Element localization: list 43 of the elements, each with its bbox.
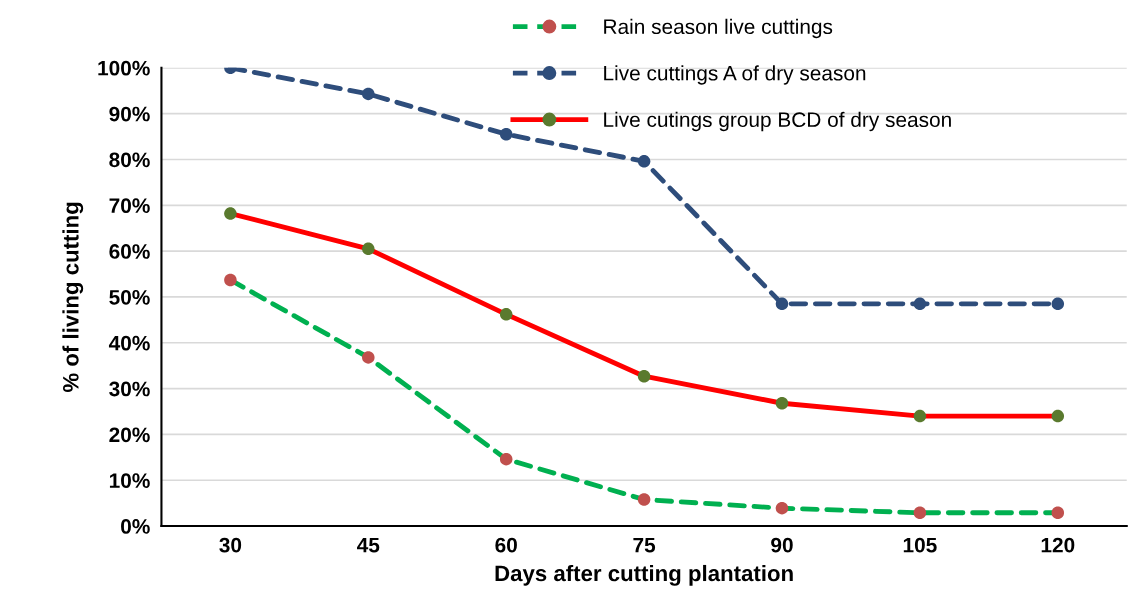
point [1051, 409, 1065, 423]
point [224, 207, 237, 220]
point [637, 493, 651, 506]
point [775, 501, 789, 515]
y-axis-title: % of living cutting [62, 202, 84, 393]
x-tick-label: 30 [219, 537, 242, 553]
x-tick-label: 75 [633, 537, 656, 553]
x-tick-label: 90 [771, 537, 793, 553]
point [1051, 297, 1065, 311]
y-tick-label: 30% [109, 381, 150, 397]
x-tick-label: 45 [357, 537, 380, 553]
y-tick-label: 50% [109, 289, 150, 305]
x-tick-label: 105 [903, 537, 937, 553]
y-tick-label: 0% [121, 519, 150, 534]
point [637, 369, 651, 383]
y-tick-label: 70% [109, 198, 150, 214]
y-tick-label: 20% [109, 427, 150, 443]
point [775, 297, 789, 311]
y-tick-label: 80% [109, 152, 150, 168]
point [499, 128, 513, 141]
point [362, 242, 375, 256]
point [913, 409, 927, 423]
point [499, 308, 513, 321]
point [499, 452, 513, 466]
point [775, 397, 789, 410]
x-tick-label: 60 [495, 537, 517, 553]
point [913, 297, 927, 311]
point [913, 506, 927, 520]
point [224, 273, 237, 287]
point [1051, 506, 1065, 520]
legend-label: Live cutings group BCD of dry season [604, 111, 951, 132]
point [637, 155, 651, 168]
point [362, 351, 375, 364]
y-tick-label: 100% [98, 60, 150, 76]
x-axis-title: Days after cutting plantation [495, 564, 793, 586]
legend-label: Live cuttings A of dry season [604, 65, 866, 85]
y-tick-label: 60% [109, 244, 150, 259]
x-tick-label: 120 [1041, 537, 1075, 553]
y-tick-label: 90% [109, 106, 150, 122]
legend-label: Rain season live cuttings [604, 18, 833, 39]
y-tick-label: 40% [108, 335, 150, 351]
point [362, 87, 375, 101]
y-tick-label: 10% [109, 473, 150, 488]
